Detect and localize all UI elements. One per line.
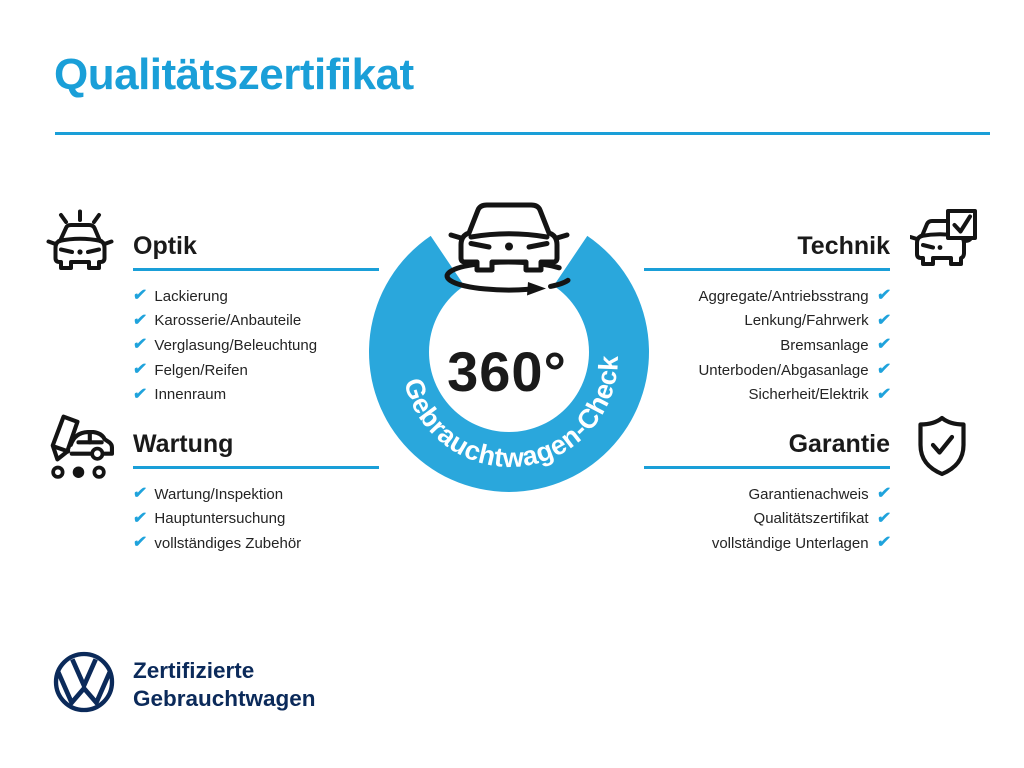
ring-shape <box>369 235 649 492</box>
section-technik: Technik Aggregate/Antriebsstrang ✔ Lenkun… <box>644 232 892 407</box>
list-item: ✔ Karosserie/Anbauteile <box>131 309 379 334</box>
check-icon: ✔ <box>875 287 892 305</box>
list-item-label: Qualitätszertifikat <box>753 510 869 528</box>
checklist: Garantienachweis ✔ Qualitätszertifikat ✔ v… <box>644 482 892 556</box>
list-item: ✔ Hauptuntersuchung <box>131 507 379 532</box>
checklist: Aggregate/Antriebsstrang ✔ Lenkung/Fahrwe… <box>644 284 892 407</box>
check-icon: ✔ <box>131 336 148 354</box>
section-wartung: Wartung ✔ Wartung/Inspektion ✔ Hauptunters… <box>131 430 379 556</box>
list-item-label: vollständige Unterlagen <box>711 534 869 552</box>
check-icon: ✔ <box>875 361 892 379</box>
section-heading: Wartung <box>133 430 234 458</box>
list-item-label: Hauptuntersuchung <box>154 510 286 528</box>
check-icon: ✔ <box>131 509 148 527</box>
list-item: ✔ Innenraum <box>131 382 379 407</box>
check-icon: ✔ <box>131 534 148 552</box>
list-item: Qualitätszertifikat ✔ <box>644 507 892 532</box>
section-optik: Optik ✔ Lackierung ✔ Karosserie/Anbauteile… <box>131 232 379 407</box>
check-icon: ✔ <box>875 509 892 527</box>
check-icon: ✔ <box>875 311 892 329</box>
list-item: Aggregate/Antriebsstrang ✔ <box>644 284 892 309</box>
list-item-label: Innenraum <box>154 386 227 404</box>
check-icon: ✔ <box>131 311 148 329</box>
list-item-label: Karosserie/Anbauteile <box>154 312 302 330</box>
list-item-label: Garantienachweis <box>748 485 869 503</box>
rotating-car-icon <box>444 202 571 296</box>
check-icon: ✔ <box>131 361 148 379</box>
section-heading: Technik <box>797 232 890 260</box>
check-icon: ✔ <box>131 385 148 403</box>
check-icon: ✔ <box>131 485 148 503</box>
section-underline <box>133 268 379 271</box>
section-heading: Optik <box>133 232 197 260</box>
list-item-label: Unterboden/Abgasanlage <box>698 361 869 379</box>
car-front-checkbox-icon <box>910 209 977 266</box>
page-title: Qualitätszertifikat <box>54 50 414 99</box>
list-item-label: Lenkung/Fahrwerk <box>744 312 869 330</box>
list-item-label: Lackierung <box>154 287 228 305</box>
section-heading: Garantie <box>788 430 890 458</box>
brand-line-2: Gebrauchtwagen <box>133 685 316 711</box>
brand-line-1: Zertifizierte <box>133 658 255 683</box>
list-item-label: Sicherheit/Elektrik <box>748 386 869 404</box>
list-item: Unterboden/Abgasanlage ✔ <box>644 358 892 383</box>
section-underline <box>133 466 379 469</box>
vw-logo <box>53 651 115 713</box>
check-icon: ✔ <box>875 485 892 503</box>
check-icon: ✔ <box>875 385 892 403</box>
pencil-car-checklist-icon <box>50 414 114 479</box>
list-item-label: Felgen/Reifen <box>154 361 248 379</box>
checklist: ✔ Wartung/Inspektion ✔ Hauptuntersuchung ✔… <box>131 482 379 556</box>
section-underline <box>644 466 890 469</box>
list-item: ✔ vollständiges Zubehör <box>131 531 379 556</box>
section-underline <box>644 268 890 271</box>
list-item: Sicherheit/Elektrik ✔ <box>644 382 892 407</box>
list-item: vollständige Unterlagen ✔ <box>644 531 892 556</box>
list-item-label: Verglasung/Beleuchtung <box>154 336 318 354</box>
check-icon: ✔ <box>131 287 148 305</box>
check-icon: ✔ <box>875 534 892 552</box>
360-check-badge: Gebrauchtwagen-Check 360° <box>369 202 649 492</box>
degree-label: 360° <box>447 340 567 403</box>
list-item: ✔ Lackierung <box>131 284 379 309</box>
list-item: ✔ Verglasung/Beleuchtung <box>131 333 379 358</box>
brand-text: Zertifizierte Gebrauchtwagen <box>133 657 316 712</box>
list-item: ✔ Wartung/Inspektion <box>131 482 379 507</box>
section-garantie: Garantie Garantienachweis ✔ Qualitätszert… <box>644 430 892 556</box>
list-item-label: vollständiges Zubehör <box>154 534 302 552</box>
list-item: Garantienachweis ✔ <box>644 482 892 507</box>
shield-check-icon <box>918 415 966 477</box>
list-item: Lenkung/Fahrwerk ✔ <box>644 309 892 334</box>
list-item-label: Aggregate/Antriebsstrang <box>698 287 869 305</box>
list-item: ✔ Felgen/Reifen <box>131 358 379 383</box>
car-front-shine-icon <box>46 209 114 270</box>
checklist: ✔ Lackierung ✔ Karosserie/Anbauteile ✔ Verg… <box>131 284 379 407</box>
title-rule <box>55 132 990 135</box>
check-icon: ✔ <box>875 336 892 354</box>
list-item-label: Bremsanlage <box>780 336 869 354</box>
list-item: Bremsanlage ✔ <box>644 333 892 358</box>
list-item-label: Wartung/Inspektion <box>154 485 284 503</box>
